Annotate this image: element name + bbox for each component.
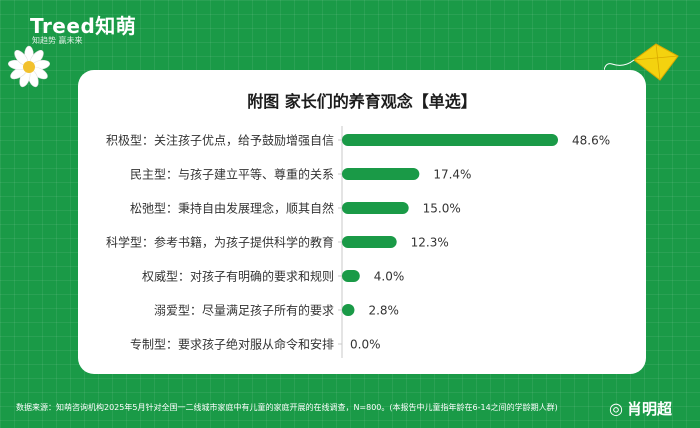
- value-label: 4.0%: [374, 270, 405, 284]
- value-label: 48.6%: [572, 134, 610, 148]
- bar: [342, 304, 355, 316]
- brand-logo: Treed知萌: [30, 14, 137, 38]
- bar: [342, 168, 420, 180]
- value-label: 2.8%: [368, 304, 399, 318]
- bar: [342, 236, 397, 248]
- category-label: 溺爱型：尽量满足孩子所有的要求: [154, 303, 334, 318]
- bar-chart: 积极型：关注孩子优点，给予鼓励增强自信 48.6% 民主型：与孩子建立平等、尊重的关…: [106, 126, 610, 358]
- weibo-icon: ◎: [609, 399, 623, 418]
- weibo-author: 肖明超: [626, 400, 672, 418]
- category-label: 权威型：对孩子有明确的要求和规则: [142, 269, 334, 284]
- kite-icon: [604, 43, 679, 81]
- weibo-watermark: ◎ 肖明超: [609, 398, 672, 419]
- value-label: 12.3%: [411, 236, 449, 250]
- data-source-note: 数据来源：知萌咨询机构2025年5月针对全国一二线城市家庭中有儿童的家庭开展的在…: [16, 403, 558, 412]
- bar: [342, 270, 360, 282]
- bar: [342, 134, 558, 146]
- bar: [342, 202, 409, 214]
- brand-slogan: 知趋势 赢未来: [32, 36, 83, 45]
- value-label: 17.4%: [433, 168, 471, 182]
- category-label: 专制型：要求孩子绝对服从命令和安排: [130, 337, 334, 352]
- value-label: 15.0%: [423, 202, 461, 216]
- category-label: 民主型：与孩子建立平等、尊重的关系: [130, 167, 334, 182]
- flower-icon: [8, 45, 50, 88]
- category-label: 松弛型：秉持自由发展理念，顺其自然: [130, 201, 334, 216]
- category-label: 科学型：参考书籍，为孩子提供科学的教育: [106, 235, 334, 250]
- category-label: 积极型：关注孩子优点，给予鼓励增强自信: [106, 133, 334, 148]
- chart-card: 附图 家长们的养育观念【单选】 积极型：关注孩子优点，给予鼓励增强自信 48.6%…: [78, 70, 646, 374]
- value-label: 0.0%: [350, 338, 381, 352]
- chart-title: 附图 家长们的养育观念【单选】: [247, 92, 477, 111]
